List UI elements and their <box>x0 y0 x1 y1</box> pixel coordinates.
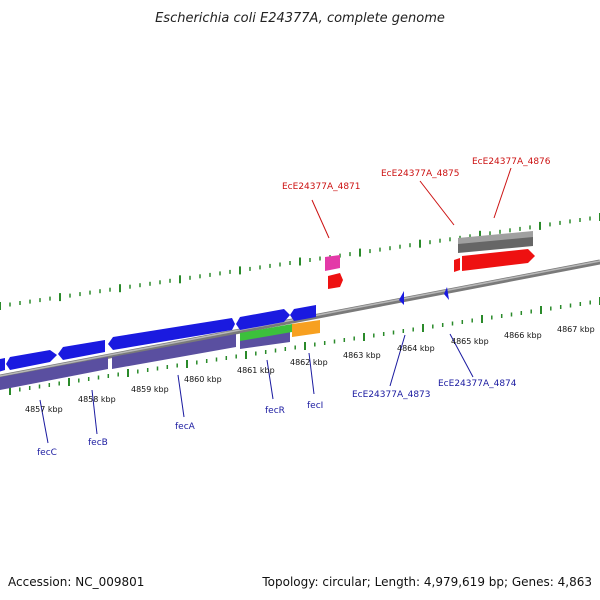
leader-fecA <box>177 374 185 418</box>
scale-label: 4861 kbp <box>237 366 275 375</box>
leader-EcE24377A_4876 <box>493 167 512 219</box>
gene-arrow-EcE24377A_4876[interactable] <box>462 249 535 271</box>
gene-arrow-fecC[interactable] <box>6 350 57 370</box>
magenta-feature <box>325 255 340 271</box>
scale-label: 4862 kbp <box>290 358 328 367</box>
inner-tick-track <box>9 297 600 395</box>
leader-fecI <box>308 352 315 395</box>
genome-stats-text: Topology: circular; Length: 4,979,619 bp… <box>261 575 592 589</box>
reverse-strip-2 <box>112 334 236 369</box>
scale-label: 4867 kbp <box>557 325 595 334</box>
gene-label-fecR[interactable]: fecR <box>265 406 285 416</box>
gene-label-fecB[interactable]: fecB <box>88 438 108 448</box>
gray-block-bottom <box>458 237 533 253</box>
leader-EcE24377A_4871 <box>311 199 330 239</box>
gene-label-EcE24377A_4875[interactable]: EcE24377A_4875 <box>381 169 460 179</box>
rna-feature <box>240 324 292 341</box>
gene-arrow-fecA[interactable] <box>108 318 235 350</box>
map-title: Escherichia coli E24377A, complete genom… <box>155 11 445 26</box>
gene-label-fecA[interactable]: fecA <box>175 422 196 432</box>
leader-fecR <box>266 359 274 400</box>
leader-EcE24377A_4874 <box>449 333 474 378</box>
gene-arrow-EcE24377A_4873[interactable] <box>399 291 404 305</box>
gene-arrow-left-edge[interactable] <box>0 358 5 373</box>
gene-arrow-fecB[interactable] <box>58 340 105 360</box>
gene-label-EcE24377A_4876[interactable]: EcE24377A_4876 <box>472 157 551 167</box>
reverse-strip-3 <box>240 331 290 349</box>
scale-label: 4865 kbp <box>451 337 489 346</box>
orange-feature <box>292 320 320 337</box>
gene-labels-top: EcE24377A_4871 EcE24377A_4875 EcE24377A_… <box>282 157 551 192</box>
accession-text: Accession: NC_009801 <box>8 575 144 589</box>
scale-label: 4859 kbp <box>131 385 169 394</box>
gene-arrow-fecI[interactable] <box>290 305 316 321</box>
scale-labels: 4857 kbp 4858 kbp 4859 kbp 4860 kbp 4861… <box>25 325 595 414</box>
scale-label: 4857 kbp <box>25 405 63 414</box>
red-tick-feature <box>454 258 460 272</box>
leader-fecC <box>39 399 49 444</box>
scale-label: 4864 kbp <box>397 344 435 353</box>
leader-EcE24377A_4873 <box>389 334 406 387</box>
gene-label-EcE24377A_4871[interactable]: EcE24377A_4871 <box>282 182 361 192</box>
gene-label-EcE24377A_4874[interactable]: EcE24377A_4874 <box>438 379 517 389</box>
red-small-feature <box>328 273 343 289</box>
gene-label-fecC[interactable]: fecC <box>37 448 57 458</box>
gray-block-top <box>458 231 533 245</box>
gene-arrow-EcE24377A_4874[interactable] <box>444 287 449 300</box>
gene-label-fecI[interactable]: fecI <box>307 401 323 411</box>
reverse-strip-1 <box>0 357 108 391</box>
scale-label: 4860 kbp <box>184 375 222 384</box>
gene-arrow-fecR[interactable] <box>236 309 290 330</box>
scale-label: 4866 kbp <box>504 331 542 340</box>
gene-label-EcE24377A_4873[interactable]: EcE24377A_4873 <box>352 390 431 400</box>
gene-labels-bottom: fecC fecB fecA fecR fecI EcE24377A_4873 … <box>37 379 517 458</box>
feature-track <box>0 167 600 444</box>
leader-fecB <box>91 389 98 435</box>
scale-label: 4858 kbp <box>78 395 116 404</box>
scale-label: 4863 kbp <box>343 351 381 360</box>
leader-EcE24377A_4875 <box>419 180 455 226</box>
